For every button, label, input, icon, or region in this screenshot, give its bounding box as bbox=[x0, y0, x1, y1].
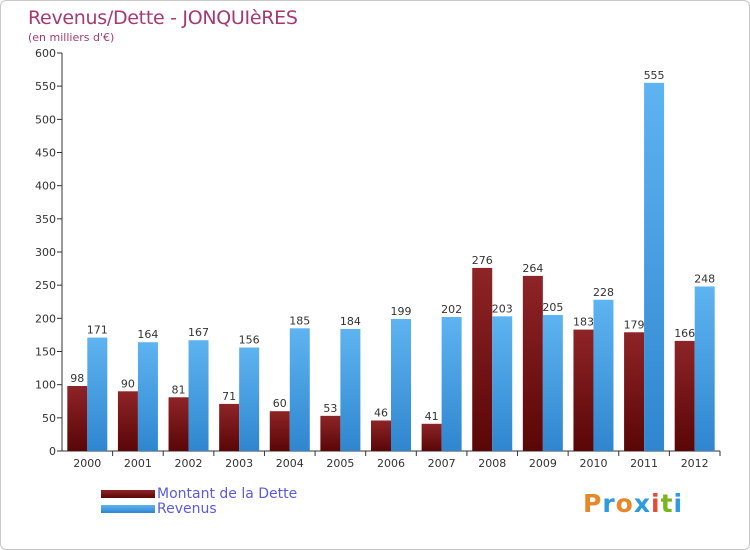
y-tick-label: 50 bbox=[42, 412, 56, 425]
x-tick-label: 2003 bbox=[225, 457, 253, 470]
logo-letter: i bbox=[673, 489, 684, 518]
bar-revenue bbox=[188, 340, 209, 451]
y-tick-label: 150 bbox=[35, 346, 56, 359]
y-tick-label: 500 bbox=[35, 113, 56, 126]
chart-legend: Montant de la Dette Revenus bbox=[101, 487, 297, 517]
x-tick-label: 2005 bbox=[326, 457, 354, 470]
x-tick-label: 2011 bbox=[630, 457, 658, 470]
bar-debt bbox=[624, 332, 645, 451]
logo-letter: x bbox=[633, 489, 651, 518]
bar-debt bbox=[472, 267, 493, 451]
value-label-revenue: 156 bbox=[239, 334, 260, 347]
value-label-debt: 264 bbox=[522, 262, 543, 275]
value-label-revenue: 167 bbox=[188, 326, 209, 339]
bar-revenue bbox=[441, 317, 462, 451]
value-label-revenue: 228 bbox=[593, 286, 614, 299]
bar-revenue bbox=[239, 347, 260, 451]
bar-debt bbox=[421, 423, 442, 451]
x-tick-label: 2001 bbox=[124, 457, 152, 470]
value-label-revenue: 171 bbox=[87, 324, 108, 337]
value-label-revenue: 555 bbox=[644, 69, 665, 82]
value-label-revenue: 205 bbox=[542, 301, 563, 314]
logo-letter: t bbox=[660, 489, 674, 518]
proxiti-logo: Proxiti bbox=[583, 489, 683, 518]
legend-item-revenue: Revenus bbox=[101, 502, 297, 517]
bar-debt bbox=[117, 391, 138, 451]
bar-debt bbox=[219, 403, 240, 451]
logo-letter: o bbox=[615, 489, 634, 518]
chart-bars bbox=[67, 82, 715, 451]
bar-revenue bbox=[340, 328, 361, 451]
y-tick-label: 250 bbox=[35, 279, 56, 292]
logo-letter: r bbox=[602, 489, 616, 518]
bar-revenue bbox=[694, 286, 715, 451]
value-label-debt: 53 bbox=[323, 402, 337, 415]
value-label-debt: 90 bbox=[121, 377, 135, 390]
bar-debt bbox=[67, 385, 88, 451]
bar-revenue bbox=[492, 316, 513, 451]
x-tick-label: 2012 bbox=[681, 457, 709, 470]
legend-item-debt: Montant de la Dette bbox=[101, 487, 297, 502]
x-tick-label: 2009 bbox=[529, 457, 557, 470]
value-label-debt: 183 bbox=[573, 316, 594, 329]
value-label-debt: 60 bbox=[273, 397, 287, 410]
bar-debt bbox=[168, 397, 189, 451]
value-label-debt: 81 bbox=[172, 383, 186, 396]
bar-revenue bbox=[593, 299, 614, 451]
legend-swatch-revenue bbox=[101, 505, 155, 513]
x-tick-label: 2007 bbox=[428, 457, 456, 470]
bar-revenue bbox=[391, 318, 411, 451]
y-tick-label: 200 bbox=[35, 312, 56, 325]
logo-letter: P bbox=[583, 489, 603, 518]
y-tick-label: 450 bbox=[35, 147, 56, 160]
bar-debt bbox=[573, 329, 594, 451]
chart-labels: 98 171 90 164 81 167 71 156 60 185 53 184 46 199 41 202… bbox=[70, 69, 715, 423]
bar-debt bbox=[522, 275, 543, 451]
value-label-revenue: 203 bbox=[492, 302, 513, 315]
value-label-debt: 71 bbox=[222, 390, 236, 403]
chart-subtitle: (en milliers d'€) bbox=[28, 31, 115, 44]
value-label-debt: 166 bbox=[674, 327, 695, 340]
value-label-revenue: 164 bbox=[137, 328, 158, 341]
x-tick-label: 2002 bbox=[175, 457, 203, 470]
legend-label-debt: Montant de la Dette bbox=[157, 486, 298, 502]
y-tick-label: 600 bbox=[35, 47, 56, 60]
value-label-revenue: 199 bbox=[391, 305, 412, 318]
legend-swatch-debt bbox=[101, 490, 155, 498]
y-tick-label: 100 bbox=[35, 379, 56, 392]
value-label-revenue: 248 bbox=[694, 272, 715, 285]
value-label-revenue: 184 bbox=[340, 315, 361, 328]
value-label-debt: 46 bbox=[374, 406, 388, 419]
bar-debt bbox=[320, 415, 341, 451]
value-label-debt: 98 bbox=[70, 372, 84, 385]
bar-debt bbox=[269, 411, 290, 451]
x-tick-label: 2000 bbox=[73, 457, 101, 470]
x-tick-label: 2010 bbox=[579, 457, 607, 470]
value-label-revenue: 202 bbox=[441, 303, 462, 316]
x-tick-label: 2008 bbox=[478, 457, 506, 470]
bar-revenue bbox=[87, 337, 108, 451]
y-tick-label: 550 bbox=[35, 80, 56, 93]
legend-label-revenue: Revenus bbox=[157, 501, 217, 517]
bar-debt bbox=[371, 420, 391, 451]
value-label-debt: 276 bbox=[472, 254, 493, 267]
x-tick-label: 2006 bbox=[377, 457, 405, 470]
bar-revenue bbox=[289, 328, 310, 451]
value-label-revenue: 185 bbox=[289, 314, 310, 327]
y-tick-label: 400 bbox=[35, 180, 56, 193]
bar-revenue bbox=[542, 315, 563, 451]
x-tick-label: 2004 bbox=[276, 457, 304, 470]
value-label-debt: 179 bbox=[624, 318, 645, 331]
logo-letter: i bbox=[651, 489, 661, 518]
y-tick-label: 350 bbox=[35, 213, 56, 226]
bar-revenue bbox=[137, 342, 158, 451]
chart-title: Revenus/Dette - JONQUIèRES bbox=[28, 7, 298, 29]
value-label-debt: 41 bbox=[425, 410, 439, 423]
y-tick-label: 300 bbox=[35, 246, 56, 259]
bar-revenue bbox=[644, 82, 665, 451]
bar-debt bbox=[674, 340, 695, 451]
y-tick-label: 0 bbox=[49, 445, 56, 458]
